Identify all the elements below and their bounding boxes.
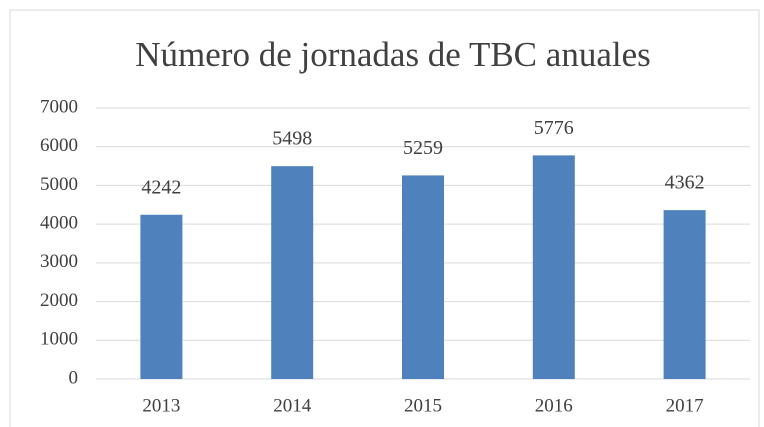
bar (532, 155, 575, 379)
y-tick-label: 3000 (40, 251, 78, 272)
y-tick-label: 4000 (40, 213, 78, 234)
y-tick-label: 0 (69, 367, 79, 388)
data-label: 4362 (665, 172, 705, 194)
y-tick-label: 7000 (40, 96, 78, 117)
bar (663, 210, 706, 379)
bar (402, 175, 444, 379)
x-tick-label: 2013 (142, 395, 180, 416)
y-tick-label: 5000 (40, 174, 78, 195)
y-tick-label: 2000 (40, 290, 78, 311)
data-label: 5259 (403, 137, 443, 159)
chart-border (9, 9, 760, 427)
y-tick-label: 1000 (40, 329, 78, 350)
x-tick-label: 2015 (404, 395, 442, 416)
chart-title: Número de jornadas de TBC anuales (135, 35, 650, 74)
data-label: 4242 (141, 176, 181, 198)
bar (271, 166, 314, 379)
x-tick-label: 2014 (273, 395, 312, 416)
bar (140, 214, 183, 379)
data-label: 5776 (534, 117, 574, 139)
data-label: 5498 (272, 128, 312, 150)
y-tick-label: 6000 (40, 135, 78, 156)
x-tick-label: 2017 (666, 395, 704, 416)
x-tick-label: 2016 (535, 395, 573, 416)
